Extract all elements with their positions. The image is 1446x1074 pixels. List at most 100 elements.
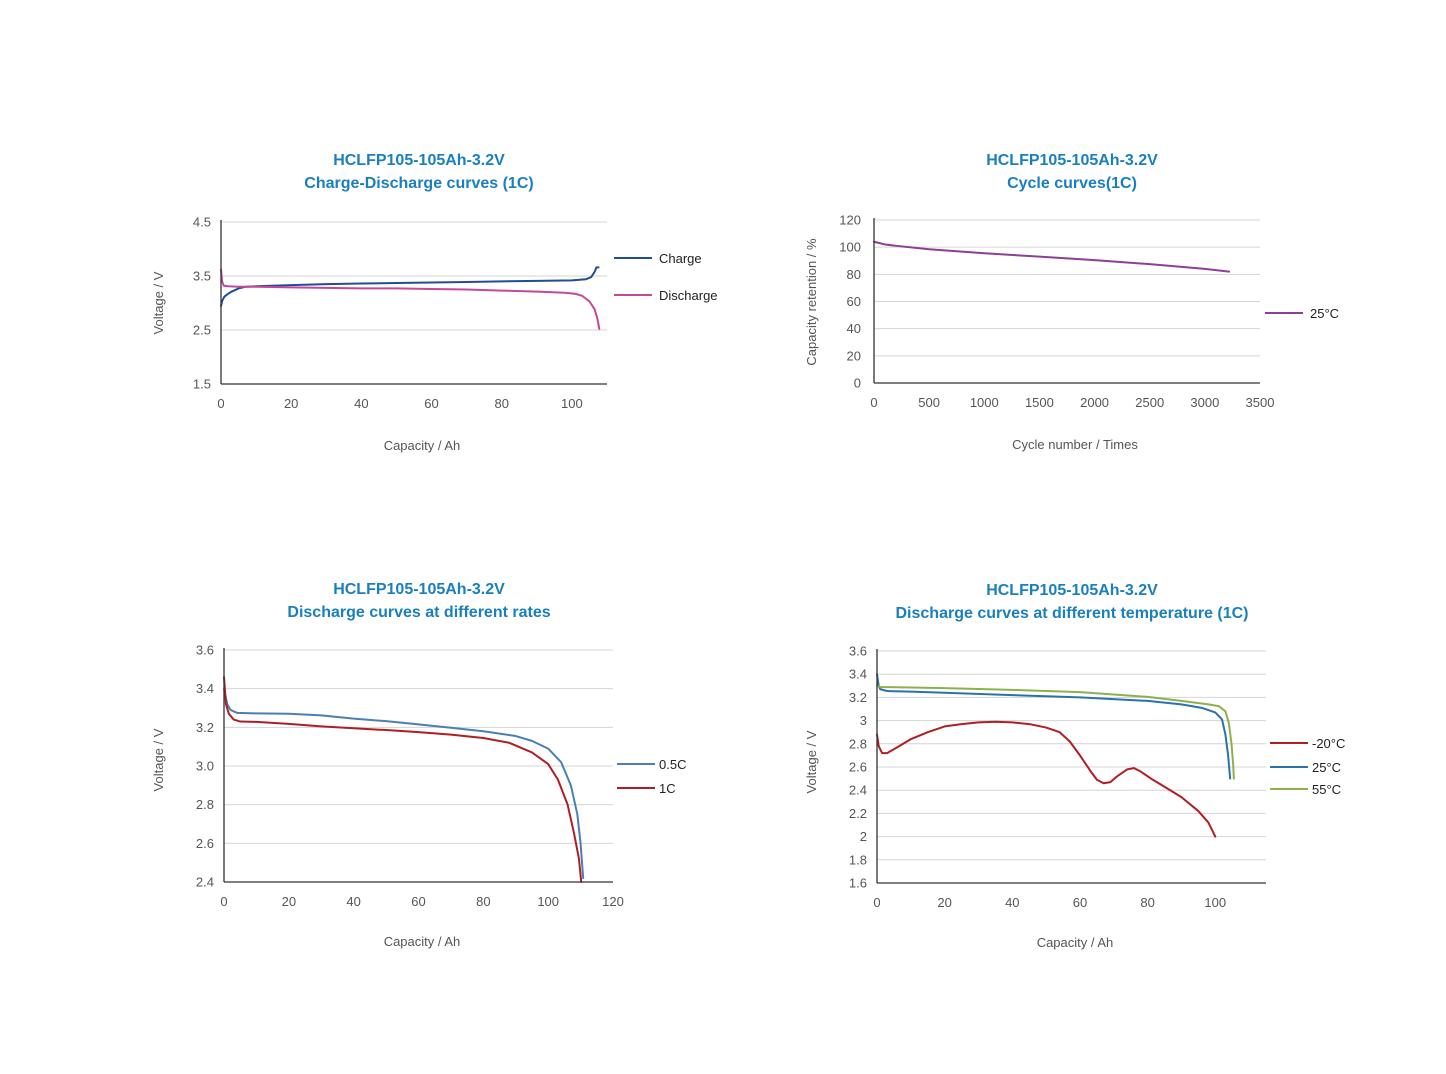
- chart-title-line1: HCLFP105-105Ah-3.2V: [333, 581, 505, 598]
- x-tick-label: 1000: [970, 395, 999, 410]
- discharge-temperature-chart: HCLFP105-105Ah-3.2V Discharge curves at …: [804, 582, 1345, 950]
- cycle-chart: HCLFP105-105Ah-3.2V Cycle curves(1C) 0 20…: [804, 152, 1339, 452]
- y-tick-label: 3.4: [849, 667, 867, 682]
- series-line-25c: [873, 240, 1231, 273]
- series-line-25c: [876, 673, 1232, 780]
- y-tick-label: 3.5: [193, 269, 211, 284]
- y-tick-label: 2: [860, 829, 867, 844]
- x-axis-label: Cycle number / Times: [1012, 437, 1138, 452]
- y-tick-label: 80: [847, 267, 861, 282]
- axes: [223, 648, 613, 883]
- y-tick-label: 2.2: [849, 806, 867, 821]
- series-line-charge: [220, 266, 600, 307]
- legend-label-05c: 0.5C: [659, 757, 686, 772]
- series-line-1c: [223, 676, 583, 883]
- y-axis-label: Capacity retention / %: [804, 238, 819, 366]
- x-tick-label: 20: [282, 894, 296, 909]
- discharge-rates-chart: HCLFP105-105Ah-3.2V Discharge curves at …: [151, 581, 686, 949]
- y-tick-label: 4.5: [193, 215, 211, 230]
- x-tick-label: 100: [561, 396, 583, 411]
- chart-title-line2: Discharge curves at different temperatur…: [896, 605, 1249, 622]
- x-tick-labels: 0 20 40 60 80 100: [217, 396, 582, 411]
- x-tick-label: 100: [1204, 895, 1226, 910]
- chart-title-line2: Discharge curves at different rates: [287, 604, 550, 621]
- x-axis-label: Capacity / Ah: [384, 934, 461, 949]
- x-tick-label: 60: [424, 396, 438, 411]
- x-tick-label: 120: [602, 894, 624, 909]
- x-axis-label: Capacity / Ah: [1037, 935, 1114, 950]
- legend-label-1c: 1C: [659, 781, 676, 796]
- x-tick-label: 2000: [1080, 395, 1109, 410]
- x-tick-label: 80: [1140, 895, 1154, 910]
- y-tick-label: 3.4: [196, 681, 214, 696]
- series-lines: [873, 240, 1231, 273]
- y-tick-label: 3.2: [196, 720, 214, 735]
- y-tick-label: 2.8: [196, 797, 214, 812]
- y-tick-label: 3.2: [849, 690, 867, 705]
- y-tick-label: 2.4: [849, 783, 867, 798]
- legend: Charge Discharge: [614, 251, 718, 303]
- chart-title-line2: Charge-Discharge curves (1C): [304, 175, 533, 192]
- x-tick-label: 0: [873, 895, 880, 910]
- x-tick-label: 3500: [1246, 395, 1275, 410]
- x-tick-label: 40: [354, 396, 368, 411]
- y-tick-label: 0: [854, 376, 861, 391]
- y-tick-label: 1.6: [849, 876, 867, 891]
- legend-label-minus20c: -20°C: [1312, 736, 1345, 751]
- grid-lines: [224, 649, 613, 844]
- y-tick-label: 2.6: [196, 836, 214, 851]
- legend-label-charge: Charge: [659, 251, 702, 266]
- x-tick-label: 80: [476, 894, 490, 909]
- y-tick-label: 3.6: [849, 644, 867, 659]
- y-tick-label: 3: [860, 713, 867, 728]
- x-tick-label: 80: [494, 396, 508, 411]
- y-tick-label: 2.4: [196, 875, 214, 890]
- y-axis-label: Voltage / V: [151, 728, 166, 791]
- legend: -20°C 25°C 55°C: [1270, 736, 1345, 797]
- y-tick-label: 1.5: [193, 377, 211, 392]
- y-tick-label: 20: [847, 348, 861, 363]
- y-tick-label: 3.0: [196, 759, 214, 774]
- y-tick-labels: 0 20 40 60 80 100 120: [839, 213, 861, 391]
- y-tick-labels: 1.5 2.5 3.5 4.5: [193, 215, 211, 392]
- x-tick-label: 3000: [1190, 395, 1219, 410]
- y-tick-label: 3.6: [196, 643, 214, 658]
- x-tick-label: 0: [870, 395, 877, 410]
- x-tick-labels: 0 500 1000 1500 2000 2500 3000 3500: [870, 395, 1274, 410]
- x-tick-label: 0: [217, 396, 224, 411]
- x-tick-label: 60: [1073, 895, 1087, 910]
- x-tick-label: 40: [346, 894, 360, 909]
- y-tick-label: 2.5: [193, 323, 211, 338]
- grid-lines: [874, 219, 1260, 357]
- series-line-05c: [223, 687, 585, 880]
- x-tick-label: 20: [937, 895, 951, 910]
- x-axis-label: Capacity / Ah: [384, 438, 461, 453]
- axes: [220, 220, 607, 385]
- chart-title-line1: HCLFP105-105Ah-3.2V: [986, 152, 1158, 169]
- grid-lines: [877, 650, 1266, 861]
- charge-discharge-chart: HCLFP105-105Ah-3.2V Charge-Discharge cur…: [151, 152, 718, 453]
- series-line-20c: [876, 720, 1217, 838]
- axes: [876, 649, 1266, 884]
- legend-label-25c: 25°C: [1312, 760, 1341, 775]
- series-line-discharge: [220, 268, 601, 330]
- axes: [873, 218, 1260, 384]
- y-tick-label: 2.6: [849, 760, 867, 775]
- series-lines: [876, 673, 1235, 838]
- legend: 25°C: [1265, 306, 1339, 321]
- y-axis-label: Voltage / V: [151, 271, 166, 334]
- chart-title-line2: Cycle curves(1C): [1007, 175, 1137, 192]
- y-axis-label: Voltage / V: [804, 730, 819, 793]
- series-lines: [220, 266, 601, 330]
- y-tick-label: 60: [847, 294, 861, 309]
- y-tick-label: 2.8: [849, 736, 867, 751]
- series-line-55c: [876, 684, 1235, 780]
- chart-title-line1: HCLFP105-105Ah-3.2V: [333, 152, 505, 169]
- x-tick-label: 1500: [1025, 395, 1054, 410]
- x-tick-label: 500: [918, 395, 940, 410]
- x-tick-label: 60: [411, 894, 425, 909]
- legend-label-discharge: Discharge: [659, 288, 718, 303]
- legend: 0.5C 1C: [617, 757, 686, 796]
- x-tick-label: 0: [220, 894, 227, 909]
